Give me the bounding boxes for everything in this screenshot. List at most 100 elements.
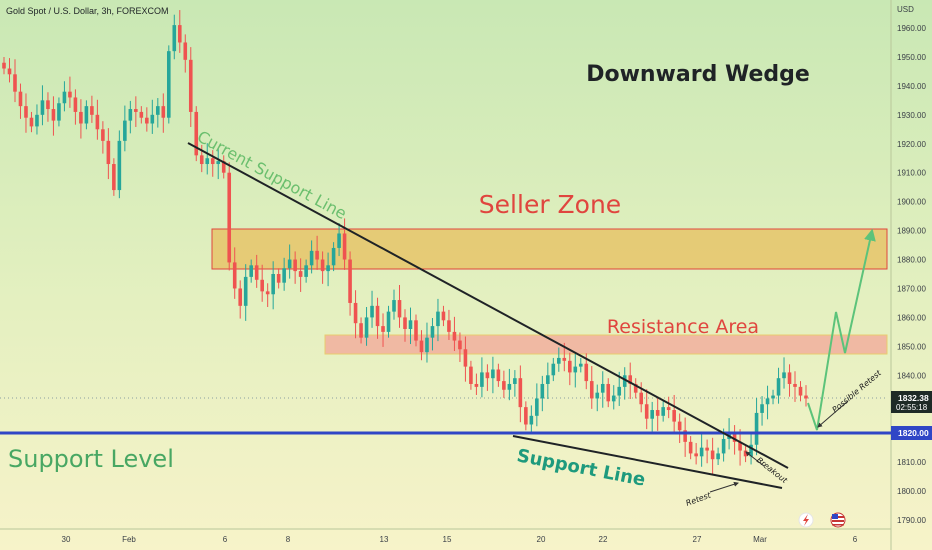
bear-candle <box>732 433 737 442</box>
bear-candle <box>90 106 94 115</box>
bear-candle <box>447 320 451 332</box>
seller-zone-box[interactable] <box>211 228 888 270</box>
bull-candle <box>123 120 127 141</box>
bull-candle <box>749 444 753 457</box>
bull-candle <box>128 109 133 121</box>
bear-candle <box>804 395 808 399</box>
bull-candle <box>513 378 517 384</box>
bear-candle <box>145 117 149 124</box>
bull-candle <box>304 265 308 277</box>
bear-candle <box>161 106 166 118</box>
price-tick-label: 1810.00 <box>897 458 926 467</box>
bear-candle <box>260 279 264 292</box>
bear-candle <box>375 305 380 327</box>
bear-candle <box>359 323 363 338</box>
price-tick-label: 1960.00 <box>897 24 926 33</box>
bull-candle <box>529 415 534 425</box>
bear-candle <box>589 381 594 399</box>
bull-candle <box>600 383 605 393</box>
time-tick-label: 15 <box>443 535 452 544</box>
bull-candle <box>782 372 786 379</box>
possible-retest-arrow <box>817 400 849 428</box>
bull-candle <box>622 375 627 387</box>
bear-candle <box>134 109 138 112</box>
price-tick-label: 1880.00 <box>897 256 926 265</box>
support-value-text: 1820.00 <box>898 428 929 438</box>
bull-candle <box>326 265 330 272</box>
current-support-trendline[interactable] <box>187 142 789 469</box>
bear-candle <box>463 349 468 367</box>
bear-candle <box>320 259 325 272</box>
current-price-value: 1832.38 <box>898 393 929 403</box>
bear-candle <box>403 317 407 329</box>
bear-candle <box>199 155 204 165</box>
time-axis[interactable]: 30 Feb 6 8 13 15 20 22 27 Mar 6 <box>62 535 858 544</box>
bear-candle <box>677 421 682 431</box>
time-tick-label: 20 <box>537 535 546 544</box>
bull-candle <box>661 407 665 416</box>
flash-icon[interactable] <box>798 512 814 528</box>
bear-candle <box>73 97 78 112</box>
bear-candle <box>254 265 259 280</box>
bear-candle <box>441 311 446 321</box>
bear-candle <box>238 288 243 306</box>
bull-candle <box>57 103 61 121</box>
support-value-tag <box>891 426 932 440</box>
current-price-tag <box>891 391 932 413</box>
bear-candle <box>29 117 34 127</box>
price-countdown: 02:55:18 <box>896 403 928 412</box>
bull-candle <box>309 250 314 266</box>
bull-candle <box>436 311 440 327</box>
bull-candle <box>337 233 341 248</box>
bear-candle <box>177 25 182 43</box>
bear-candle <box>95 114 100 130</box>
price-tick-label: 1950.00 <box>897 53 926 62</box>
bull-candle <box>205 158 210 165</box>
bull-candle <box>117 140 122 191</box>
bear-candle <box>353 302 358 324</box>
bull-candle <box>507 383 512 390</box>
bear-candle <box>639 392 644 405</box>
support-trendline[interactable] <box>512 435 783 489</box>
bull-candle <box>595 392 600 399</box>
bear-candle <box>633 383 638 393</box>
bull-candle <box>282 268 286 283</box>
bear-candle <box>787 372 792 384</box>
us-flag-icon[interactable] <box>830 512 846 528</box>
bull-candle <box>62 91 67 104</box>
bear-candle <box>567 360 572 373</box>
time-tick-label: 30 <box>62 535 71 544</box>
bull-candle <box>535 398 539 416</box>
bull-candle <box>331 247 336 266</box>
bear-candle <box>298 271 303 277</box>
bear-candle <box>265 291 270 295</box>
bear-candle <box>232 262 237 289</box>
bear-candle <box>139 111 144 118</box>
bull-candle <box>386 311 391 332</box>
time-tick-label: 13 <box>380 535 389 544</box>
bear-candle <box>474 383 479 387</box>
bear-candle <box>381 326 385 332</box>
bull-candle <box>650 410 654 419</box>
price-axis-unit: USD <box>897 5 914 14</box>
bear-candle <box>458 340 462 350</box>
bear-candle <box>743 450 748 457</box>
bull-candle <box>771 395 775 399</box>
bear-candle <box>672 410 676 422</box>
bear-candle <box>518 378 523 408</box>
bull-candle <box>617 386 622 396</box>
bear-candle <box>710 450 715 460</box>
bear-candle <box>276 274 281 283</box>
bear-candle <box>68 91 72 98</box>
bear-candle <box>210 158 215 165</box>
bull-candle <box>271 274 275 295</box>
breakout-arrow <box>745 451 765 467</box>
bull-candle <box>156 106 160 115</box>
bull-candle <box>243 276 248 306</box>
bull-candle <box>364 317 369 338</box>
bull-candle <box>216 161 221 165</box>
bear-candle <box>221 161 226 173</box>
